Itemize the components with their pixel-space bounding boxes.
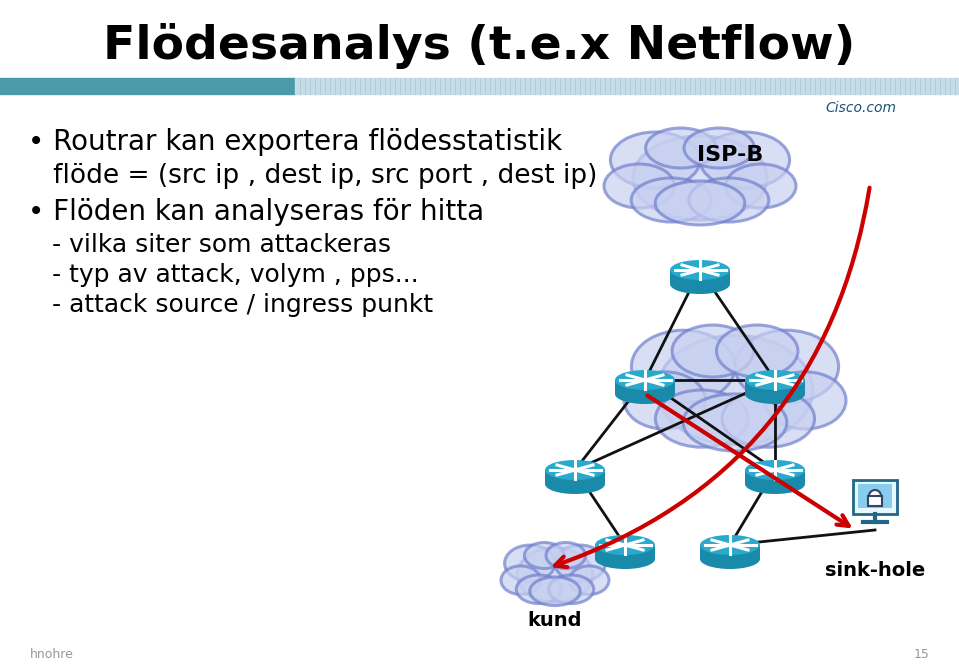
Ellipse shape (716, 325, 798, 377)
Ellipse shape (689, 178, 769, 222)
Ellipse shape (735, 330, 838, 403)
Ellipse shape (684, 128, 755, 168)
Ellipse shape (670, 260, 730, 280)
Ellipse shape (631, 330, 735, 403)
Ellipse shape (549, 575, 594, 604)
Ellipse shape (504, 545, 555, 582)
Text: • Routrar kan exportera flödesstatistik: • Routrar kan exportera flödesstatistik (28, 128, 562, 156)
Text: sink-hole: sink-hole (825, 560, 925, 580)
Ellipse shape (631, 178, 712, 222)
Text: • Flöden kan analyseras för hitta: • Flöden kan analyseras för hitta (28, 198, 484, 226)
Ellipse shape (570, 566, 609, 595)
Ellipse shape (672, 325, 754, 377)
Ellipse shape (722, 390, 814, 447)
Ellipse shape (604, 164, 674, 208)
Polygon shape (745, 380, 805, 394)
Polygon shape (670, 270, 730, 284)
Ellipse shape (529, 577, 580, 606)
Ellipse shape (726, 164, 796, 208)
Ellipse shape (645, 128, 716, 168)
Text: Flödesanalys (t.e.x Netflow): Flödesanalys (t.e.x Netflow) (103, 23, 855, 69)
Text: Cisco.com: Cisco.com (825, 101, 896, 115)
Text: - vilka siter som attackeras: - vilka siter som attackeras (28, 233, 391, 257)
Text: ISP-B: ISP-B (697, 145, 763, 165)
Polygon shape (545, 470, 605, 484)
Ellipse shape (595, 535, 655, 555)
Ellipse shape (615, 370, 675, 390)
Ellipse shape (546, 542, 586, 568)
Bar (858, 484, 892, 508)
Text: kund: kund (527, 611, 582, 629)
Polygon shape (700, 545, 760, 559)
Ellipse shape (633, 136, 767, 220)
Ellipse shape (545, 460, 605, 480)
Ellipse shape (745, 460, 805, 480)
Ellipse shape (615, 384, 675, 404)
Ellipse shape (517, 548, 593, 603)
Ellipse shape (764, 372, 846, 429)
Ellipse shape (657, 335, 812, 445)
Bar (295, 78, 959, 94)
Bar (853, 480, 897, 514)
Text: - attack source / ingress punkt: - attack source / ingress punkt (28, 293, 433, 317)
Text: 15: 15 (914, 649, 930, 661)
Ellipse shape (655, 181, 745, 225)
Ellipse shape (745, 370, 805, 390)
Text: - typ av attack, volym , pps...: - typ av attack, volym , pps... (28, 263, 419, 287)
Polygon shape (615, 380, 675, 394)
Ellipse shape (700, 132, 789, 188)
Ellipse shape (501, 566, 541, 595)
FancyArrowPatch shape (647, 395, 849, 526)
Ellipse shape (545, 474, 605, 494)
Bar (0, 78, 295, 94)
Ellipse shape (525, 542, 564, 568)
FancyArrowPatch shape (555, 188, 870, 567)
Ellipse shape (516, 575, 561, 604)
Ellipse shape (745, 384, 805, 404)
Ellipse shape (595, 549, 655, 569)
Polygon shape (745, 470, 805, 484)
Ellipse shape (683, 394, 786, 451)
Ellipse shape (655, 390, 748, 447)
Ellipse shape (624, 372, 706, 429)
Text: flöde = (src ip , dest ip, src port , dest ip): flöde = (src ip , dest ip, src port , de… (28, 163, 597, 189)
Text: hnohre: hnohre (30, 649, 74, 661)
Ellipse shape (610, 132, 700, 188)
Ellipse shape (700, 549, 760, 569)
Ellipse shape (700, 535, 760, 555)
Ellipse shape (745, 474, 805, 494)
Circle shape (869, 490, 881, 502)
Ellipse shape (555, 545, 605, 582)
Polygon shape (595, 545, 655, 559)
Bar (868, 496, 882, 506)
Ellipse shape (670, 274, 730, 294)
